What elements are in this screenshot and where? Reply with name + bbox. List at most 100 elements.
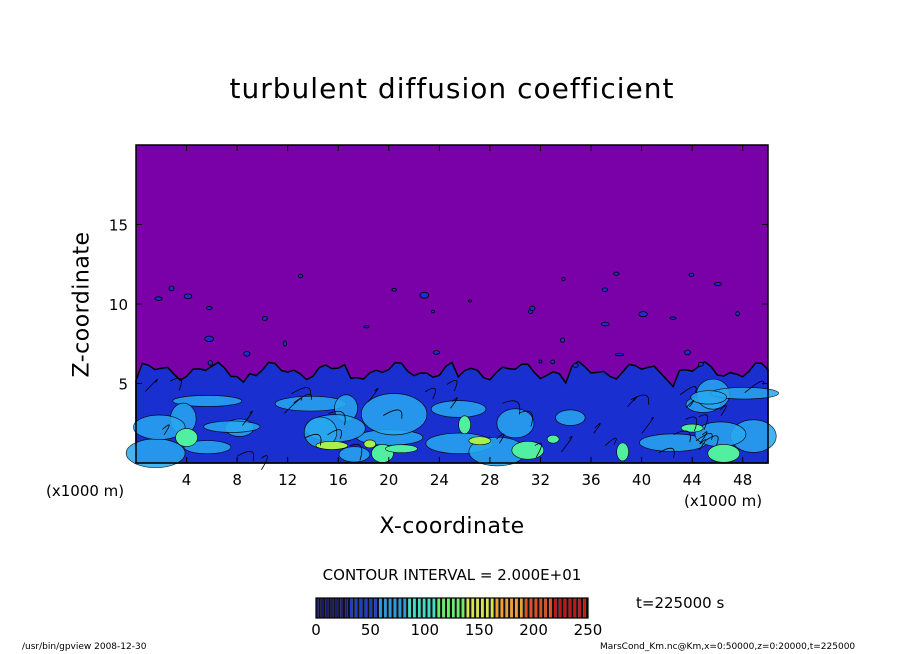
colorbar-gap bbox=[556, 598, 559, 618]
colorbar-stripe bbox=[393, 598, 397, 618]
field-blob-high bbox=[680, 423, 704, 433]
field-blob-high bbox=[175, 428, 198, 447]
colorbar-stripe bbox=[486, 598, 489, 618]
contour-line bbox=[627, 396, 638, 407]
contour-line bbox=[291, 387, 311, 396]
colorbar-gap bbox=[367, 598, 370, 618]
y-axis-label: Z-coordinate bbox=[69, 231, 95, 378]
colorbar-gap bbox=[391, 598, 394, 618]
contour-eddy bbox=[684, 349, 691, 356]
colorbar-gap bbox=[532, 598, 535, 618]
field-blob-high bbox=[385, 444, 418, 453]
colorbar-stripe bbox=[316, 598, 319, 618]
contour-eddy bbox=[204, 335, 214, 342]
colorbar-stripe bbox=[403, 598, 407, 618]
contour-line bbox=[162, 424, 170, 436]
colorbar-gap bbox=[522, 598, 525, 618]
contour-eddy bbox=[432, 350, 440, 355]
contour-eddy bbox=[614, 352, 625, 357]
colorbar-stripe bbox=[359, 598, 363, 618]
colorbar-gap bbox=[512, 598, 516, 618]
contour-line bbox=[561, 436, 573, 453]
contour-interval-label: CONTOUR INTERVAL = 2.000E+01 bbox=[322, 566, 582, 584]
colorbar-gap bbox=[498, 598, 501, 618]
contour-line bbox=[450, 397, 458, 409]
colorbar-gap bbox=[454, 598, 457, 618]
field-blob-mid bbox=[690, 390, 728, 405]
colorbar-stripe bbox=[437, 598, 441, 618]
contour-eddy bbox=[391, 287, 397, 292]
contour-line bbox=[502, 400, 521, 415]
colorbar-gap bbox=[551, 598, 554, 618]
colorbar-stripe bbox=[573, 598, 577, 618]
x-tick-label: 24 bbox=[430, 471, 449, 489]
contour-line bbox=[424, 387, 436, 400]
contour-line bbox=[170, 377, 182, 391]
colorbar-stripe bbox=[544, 598, 547, 618]
field-blob-high bbox=[468, 436, 492, 446]
colorbar-stripe bbox=[520, 598, 523, 618]
contour-line bbox=[519, 410, 533, 427]
contour-eddy bbox=[561, 276, 566, 282]
colorbar-gap bbox=[469, 598, 472, 618]
contour-line bbox=[283, 398, 303, 414]
colorbar-stripe bbox=[495, 598, 499, 618]
field-blob-high bbox=[707, 444, 741, 463]
colorbar-stripe bbox=[461, 598, 465, 618]
colorbar-stripe bbox=[427, 598, 431, 618]
contour-eddy bbox=[419, 291, 430, 299]
colorbar-stripe bbox=[515, 598, 518, 618]
colorbar-stripe bbox=[335, 598, 339, 618]
colorbar-stripe bbox=[500, 598, 504, 618]
colorbar-gap bbox=[410, 598, 414, 618]
colorbar-tick-label: 200 bbox=[519, 621, 548, 639]
contour-eddy bbox=[282, 340, 287, 347]
colorbar-stripe bbox=[340, 598, 343, 618]
field-blob-mid bbox=[172, 395, 243, 407]
chart-title: turbulent diffusion coefficient bbox=[229, 72, 675, 105]
colorbar-gap bbox=[430, 598, 433, 618]
colorbar-stripe bbox=[456, 598, 460, 618]
colorbar-stripe bbox=[447, 598, 450, 618]
colorbar-stripe bbox=[345, 598, 348, 618]
colorbar-stripe bbox=[534, 598, 538, 618]
contour-line bbox=[383, 409, 403, 419]
colorbar-gap bbox=[435, 598, 438, 618]
x-axis-label: X-coordinate bbox=[379, 514, 525, 539]
contour-eddy bbox=[243, 351, 251, 357]
x-tick-label: 8 bbox=[232, 471, 242, 489]
contour-line bbox=[698, 414, 709, 430]
x-axis-unit-left: (x1000 m) bbox=[46, 482, 125, 500]
colorbar-stripe bbox=[325, 598, 329, 618]
colorbar-stripe bbox=[452, 598, 455, 618]
colorbar-stripe bbox=[549, 598, 552, 618]
contour-eddy bbox=[529, 305, 536, 311]
colorbar-stripe bbox=[554, 598, 557, 618]
colorbar-stripe bbox=[563, 598, 567, 618]
time-label: t=225000 s bbox=[636, 594, 725, 612]
colorbar-stripe bbox=[568, 598, 572, 618]
colorbar-gap bbox=[396, 598, 399, 618]
colorbar-gap bbox=[352, 598, 355, 618]
colorbar-stripe bbox=[539, 598, 543, 618]
x-axis-unit-right: (x1000 m) bbox=[684, 492, 763, 510]
contour-line bbox=[293, 393, 313, 404]
colorbar-gap bbox=[464, 598, 467, 618]
colorbar-gap bbox=[580, 598, 584, 618]
colorbar-gap bbox=[576, 598, 579, 618]
field-blob-mid bbox=[360, 393, 428, 436]
contour-line bbox=[328, 410, 346, 426]
colorbar-stripe bbox=[398, 598, 402, 618]
x-tick-label: 4 bbox=[182, 471, 192, 489]
contour-eddy bbox=[207, 360, 213, 366]
contour-line bbox=[641, 416, 654, 434]
colorbar-gap bbox=[566, 598, 569, 618]
field-blob-mid bbox=[430, 400, 487, 418]
colorbar-gap bbox=[401, 598, 404, 618]
colorbar-frame bbox=[315, 597, 589, 619]
colorbar-gap bbox=[357, 598, 360, 618]
colorbar-tick-label: 50 bbox=[361, 621, 380, 639]
colorbar-gap bbox=[517, 598, 520, 618]
contour-line bbox=[368, 388, 379, 402]
colorbar-tick-label: 150 bbox=[465, 621, 494, 639]
